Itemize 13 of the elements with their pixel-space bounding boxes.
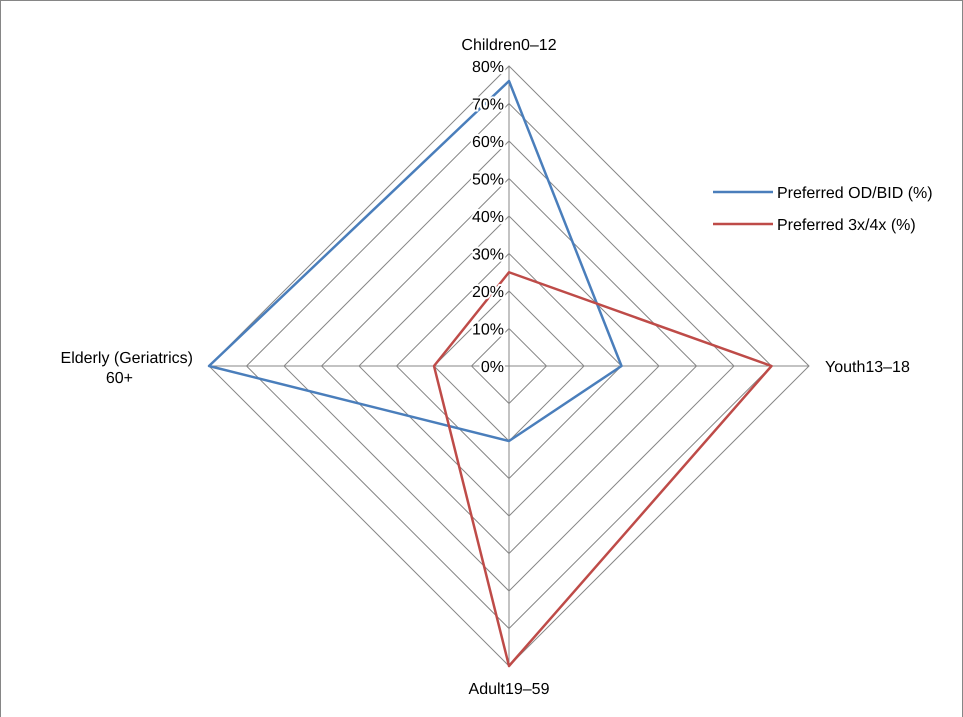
legend-label: Preferred OD/BID (%): [777, 185, 933, 202]
y-tick-label: 40%: [472, 209, 504, 226]
spoke-label: Children0–12: [461, 37, 557, 54]
spoke-label: Adult19–59: [468, 681, 550, 698]
spoke-label: Elderly (Geriatrics) 60+: [60, 350, 193, 387]
y-tick-label: 60%: [472, 134, 504, 151]
y-tick-label: 0%: [480, 359, 504, 376]
y-tick-label: 50%: [472, 172, 504, 188]
y-tick-label: 30%: [472, 246, 504, 264]
legend-label: Preferred 3x/4x (%): [777, 217, 916, 234]
spoke-label: Youth13–18: [825, 359, 910, 376]
y-tick-label: 80%: [472, 59, 504, 76]
y-tick-label: 10%: [472, 322, 504, 338]
